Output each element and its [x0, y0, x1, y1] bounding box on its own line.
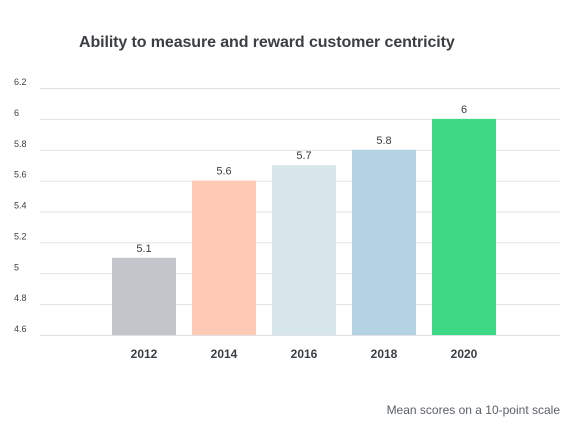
bar-value-label: 6	[461, 104, 467, 116]
y-tick-label: 4.8	[14, 293, 27, 303]
bars	[112, 118, 496, 335]
bar	[112, 257, 176, 335]
y-tick-label: 5.4	[14, 201, 27, 211]
bar	[352, 149, 416, 335]
y-tick-label: 5.8	[14, 139, 27, 149]
y-tick-label: 4.6	[14, 324, 27, 334]
bar	[432, 118, 496, 335]
x-axis-category-labels: 2012 2014 2016 2018 2020	[131, 347, 478, 361]
bar-value-label: 5.8	[376, 135, 391, 147]
x-tick-label: 2012	[131, 347, 158, 361]
x-tick-label: 2014	[211, 347, 238, 361]
bar-value-label: 5.7	[296, 150, 311, 162]
x-tick-label: 2016	[291, 347, 318, 361]
bar-value-label: 5.1	[136, 243, 151, 255]
x-tick-label: 2020	[451, 347, 478, 361]
chart-footnote: Mean scores on a 10-point scale	[386, 403, 560, 417]
chart-title: Ability to measure and reward customer c…	[79, 34, 455, 51]
y-axis-tick-labels: 4.6 4.8 5 5.2 5.4 5.6 5.8 6 6.2	[14, 77, 27, 334]
bar	[272, 165, 336, 335]
y-tick-label: 5.2	[14, 231, 27, 241]
bar	[192, 180, 256, 335]
bar-value-labels: 5.1 5.6 5.7 5.8 6	[136, 104, 467, 255]
bar-value-label: 5.6	[216, 166, 231, 178]
y-tick-label: 6	[14, 108, 19, 118]
y-tick-label: 6.2	[14, 77, 27, 87]
y-tick-label: 5	[14, 262, 19, 272]
x-tick-label: 2018	[371, 347, 398, 361]
y-tick-label: 5.6	[14, 170, 27, 180]
